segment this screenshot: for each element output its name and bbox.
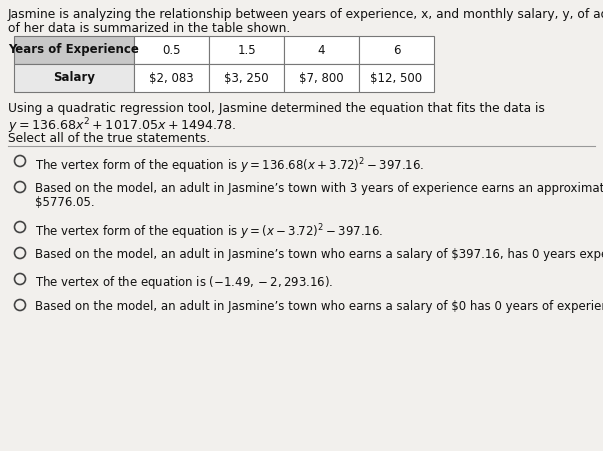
Text: of her data is summarized in the table shown.: of her data is summarized in the table s… [8,22,290,35]
Text: 0.5: 0.5 [162,43,181,56]
Bar [209,64,284,92]
Text: Years of Experience: Years of Experience [8,43,139,56]
Text: $5776.05.: $5776.05. [35,196,95,209]
Text: 1.5: 1.5 [237,43,256,56]
Text: Jasmine is analyzing the relationship between years of experience, x, and monthl: Jasmine is analyzing the relationship be… [8,8,603,21]
Text: Based on the model, an adult in Jasmine’s town who earns a salary of $397.16, ha: Based on the model, an adult in Jasmine’… [35,248,603,261]
Text: 4: 4 [318,43,325,56]
Text: Salary: Salary [53,72,95,84]
Bar [209,36,284,64]
Text: 6: 6 [393,43,400,56]
Bar [284,64,359,92]
Text: Based on the model, an adult in Jasmine’s town who earns a salary of $0 has 0 ye: Based on the model, an adult in Jasmine’… [35,300,603,313]
Text: $y = 136.68x^2 + 1017.05x + 1494.78.$: $y = 136.68x^2 + 1017.05x + 1494.78.$ [8,116,236,136]
Bar [14,64,134,92]
Bar [14,36,134,64]
Text: $7, 800: $7, 800 [299,72,344,84]
Text: The vertex form of the equation is $y = 136.68(x+3.72)^2 - 397.16$.: The vertex form of the equation is $y = … [35,156,425,175]
Bar [359,36,434,64]
Text: Based on the model, an adult in Jasmine’s town with 3 years of experience earns : Based on the model, an adult in Jasmine’… [35,182,603,195]
Bar [284,36,359,64]
Bar [134,64,209,92]
Text: $12, 500: $12, 500 [370,72,423,84]
Text: Select all of the true statements.: Select all of the true statements. [8,132,210,145]
Text: Using a quadratic regression tool, Jasmine determined the equation that fits the: Using a quadratic regression tool, Jasmi… [8,102,545,115]
Text: The vertex form of the equation is $y = (x - 3.72)^2 - 397.16$.: The vertex form of the equation is $y = … [35,222,383,242]
Text: $2, 083: $2, 083 [149,72,194,84]
Text: The vertex of the equation is $(-1.49, -2, 293.16)$.: The vertex of the equation is $(-1.49, -… [35,274,333,291]
Bar [134,36,209,64]
Text: $3, 250: $3, 250 [224,72,269,84]
Bar [359,64,434,92]
